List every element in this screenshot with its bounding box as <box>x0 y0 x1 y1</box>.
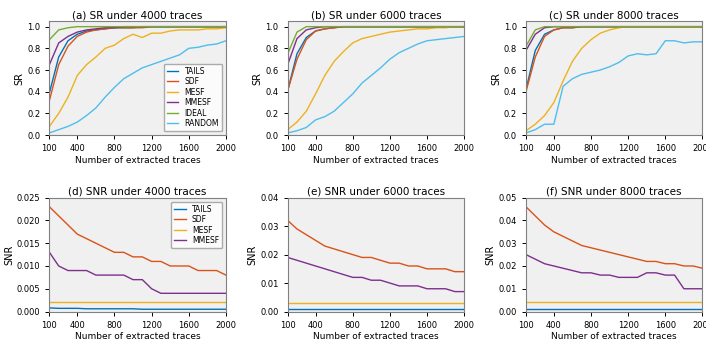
Y-axis label: SR: SR <box>491 72 501 85</box>
Y-axis label: SR: SR <box>14 72 25 85</box>
X-axis label: Number of extracted traces: Number of extracted traces <box>551 156 677 165</box>
Title: (e) SNR under 6000 traces: (e) SNR under 6000 traces <box>307 187 445 197</box>
Legend: TAILS, SDF, MESF, MMESF: TAILS, SDF, MESF, MMESF <box>172 201 222 248</box>
Title: (c) SR under 8000 traces: (c) SR under 8000 traces <box>549 11 679 21</box>
Title: (a) SR under 4000 traces: (a) SR under 4000 traces <box>73 11 203 21</box>
Y-axis label: SR: SR <box>253 72 263 85</box>
Title: (d) SNR under 4000 traces: (d) SNR under 4000 traces <box>68 187 207 197</box>
X-axis label: Number of extracted traces: Number of extracted traces <box>313 156 438 165</box>
X-axis label: Number of extracted traces: Number of extracted traces <box>551 332 677 341</box>
Y-axis label: SNR: SNR <box>4 244 14 265</box>
X-axis label: Number of extracted traces: Number of extracted traces <box>313 332 438 341</box>
Y-axis label: SNR: SNR <box>486 244 496 265</box>
Title: (b) SR under 6000 traces: (b) SR under 6000 traces <box>311 11 441 21</box>
Legend: TAILS, SDF, MESF, MMESF, IDEAL, RANDOM: TAILS, SDF, MESF, MMESF, IDEAL, RANDOM <box>164 63 222 131</box>
Title: (f) SNR under 8000 traces: (f) SNR under 8000 traces <box>546 187 682 197</box>
X-axis label: Number of extracted traces: Number of extracted traces <box>75 156 201 165</box>
X-axis label: Number of extracted traces: Number of extracted traces <box>75 332 201 341</box>
Y-axis label: SNR: SNR <box>247 244 258 265</box>
